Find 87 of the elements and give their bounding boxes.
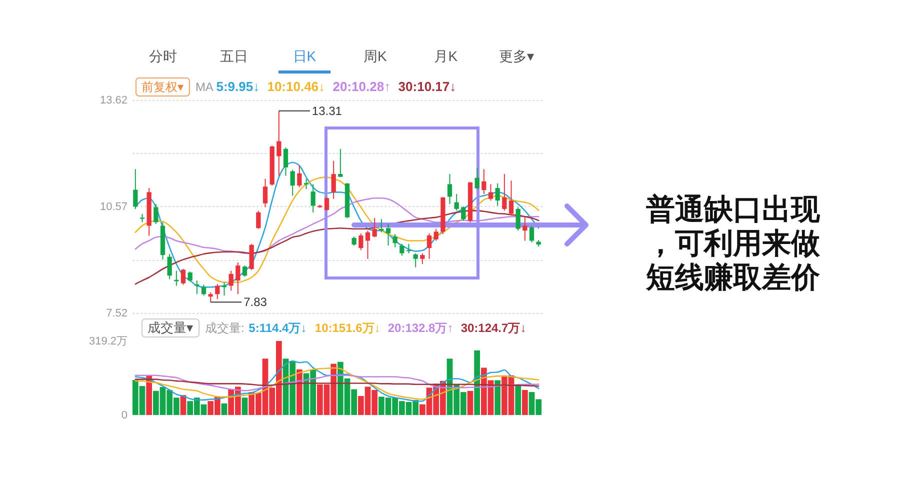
candlestick (304, 178, 309, 190)
candlestick (372, 218, 377, 238)
candlestick (386, 223, 391, 246)
legend-title: 成交量: (205, 321, 244, 335)
line-series (134, 374, 540, 392)
text: 30:10.17↓ (398, 79, 456, 94)
candlestick (426, 232, 432, 260)
candlestick (154, 204, 158, 224)
text: 月K (434, 48, 458, 64)
candlestick (474, 168, 480, 190)
candlestick (516, 206, 520, 232)
candlestick (215, 284, 220, 300)
candlestick (338, 148, 343, 178)
text: 周K (364, 48, 388, 64)
text: 5:114.4万↓ (248, 321, 307, 335)
bar (221, 403, 228, 415)
y-tick-label: 0 (121, 410, 128, 422)
text: 5:9.95↓ (216, 79, 260, 94)
candlestick (262, 178, 268, 208)
bar (146, 376, 152, 415)
candlestick (180, 268, 186, 286)
text: 20:10.28↑ (332, 79, 391, 94)
annotation: 13.31 (312, 104, 342, 118)
line-series (134, 367, 540, 400)
text: 10:10.46↓ (267, 79, 326, 94)
candlestick (447, 174, 452, 205)
candlestick (392, 234, 398, 248)
candlestick (324, 196, 330, 212)
bar (494, 380, 501, 415)
candlestick (502, 174, 507, 212)
candlestick (495, 182, 500, 206)
bar (296, 369, 302, 415)
candlestick (352, 236, 356, 246)
candlestick (413, 252, 418, 268)
candlestick (420, 252, 425, 265)
candlestick (290, 169, 295, 196)
bar (474, 350, 480, 415)
candlestick (228, 270, 234, 292)
candlestick (434, 228, 438, 242)
candlestick (406, 243, 412, 254)
candlestick (208, 292, 213, 303)
legend-title: MA (195, 80, 214, 94)
annotation: 7.83 (244, 295, 268, 310)
text: 五日 (220, 48, 248, 64)
candlestick (194, 280, 200, 295)
line-series (134, 360, 540, 402)
candlestick (310, 184, 316, 213)
candlestick (133, 168, 138, 210)
candlestick (331, 160, 336, 200)
candlestick (242, 265, 248, 278)
candlestick (508, 180, 514, 216)
line-series (134, 378, 540, 387)
line-series (134, 197, 540, 254)
text: 前复权▾ (142, 80, 184, 94)
y-tick-label: 10.57 (100, 201, 128, 213)
candlestick (488, 184, 494, 202)
text: 成交量▾ (148, 320, 194, 335)
y-tick-label: 7.52 (106, 308, 128, 320)
candlestick (236, 262, 240, 295)
candlestick (365, 230, 370, 260)
candlestick (461, 206, 466, 222)
text: 10:151.6万↓ (314, 321, 380, 335)
candlestick (201, 284, 206, 296)
text: 分时 (149, 48, 178, 64)
text: 普通缺口出现，可利用来做短线赚取差价 (645, 193, 821, 294)
candlestick (188, 270, 192, 282)
text: 20:132.8万↑ (388, 321, 454, 335)
candlestick (358, 232, 364, 251)
candlestick (454, 193, 459, 212)
candlestick (400, 243, 404, 256)
candlestick (482, 168, 486, 194)
candlestick (297, 165, 302, 188)
y-tick-label: 319.2万 (88, 336, 128, 348)
candlestick (167, 253, 172, 280)
text: 日K (292, 48, 317, 64)
bar (515, 385, 522, 415)
candlestick (522, 216, 528, 242)
candlestick (529, 225, 534, 243)
bar (467, 390, 474, 415)
candlestick (283, 146, 288, 176)
candlestick (256, 210, 261, 230)
candlestick (276, 110, 282, 176)
y-tick-label: 13.62 (100, 94, 128, 106)
text: 30:124.7万↓ (460, 321, 526, 335)
bar (522, 390, 528, 415)
bar (242, 398, 248, 415)
text: 更多▾ (499, 48, 534, 64)
